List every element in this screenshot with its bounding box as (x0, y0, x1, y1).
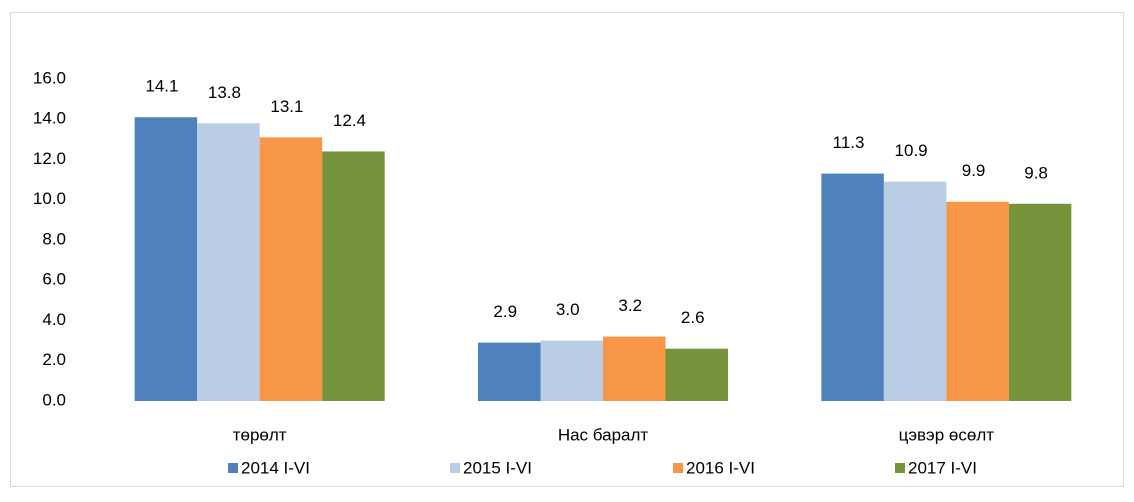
legend-label: 2014 I-VI (241, 458, 310, 477)
x-tick-label: Нас баралт (558, 425, 649, 444)
bar (665, 348, 728, 401)
legend-swatch (673, 463, 683, 473)
y-tick-label: 12.0 (33, 149, 66, 168)
bar (603, 336, 666, 401)
value-label: 3.2 (618, 296, 642, 315)
bar (540, 340, 603, 401)
value-label: 9.8 (1024, 163, 1048, 182)
bar (322, 151, 385, 401)
bar (946, 201, 1009, 401)
bar (478, 342, 541, 401)
value-label: 2.6 (681, 308, 705, 327)
y-tick-label: 14.0 (33, 109, 66, 128)
y-tick-label: 8.0 (42, 229, 66, 248)
y-tick-label: 2.0 (42, 350, 66, 369)
value-label: 14.1 (145, 77, 178, 96)
y-tick-label: 6.0 (42, 270, 66, 289)
legend-label: 2016 I-VI (686, 458, 755, 477)
x-tick-label: төрөлт (233, 425, 287, 444)
legend-swatch (895, 463, 905, 473)
value-label: 3.0 (556, 300, 580, 319)
value-label: 11.3 (833, 133, 865, 152)
bar (883, 181, 947, 401)
legend-swatch (228, 463, 238, 473)
value-label: 12.4 (333, 111, 366, 130)
y-tick-label: 16.0 (33, 68, 66, 87)
bar (1008, 203, 1072, 401)
bar (259, 137, 323, 402)
y-tick-label: 0.0 (42, 390, 66, 409)
value-label: 13.8 (208, 83, 241, 102)
y-tick-label: 10.0 (33, 189, 66, 208)
bar (197, 123, 260, 402)
bar (821, 173, 884, 401)
value-label: 9.9 (962, 161, 986, 180)
x-tick-label: цэвэр өсөлт (899, 425, 995, 444)
bar (134, 117, 198, 402)
value-label: 10.9 (895, 141, 928, 160)
legend-label: 2017 I-VI (908, 458, 977, 477)
y-tick-label: 4.0 (42, 310, 66, 329)
legend-label: 2015 I-VI (463, 458, 532, 477)
value-label: 2.9 (493, 302, 517, 321)
value-label: 13.1 (270, 97, 303, 116)
legend-swatch (450, 463, 460, 473)
